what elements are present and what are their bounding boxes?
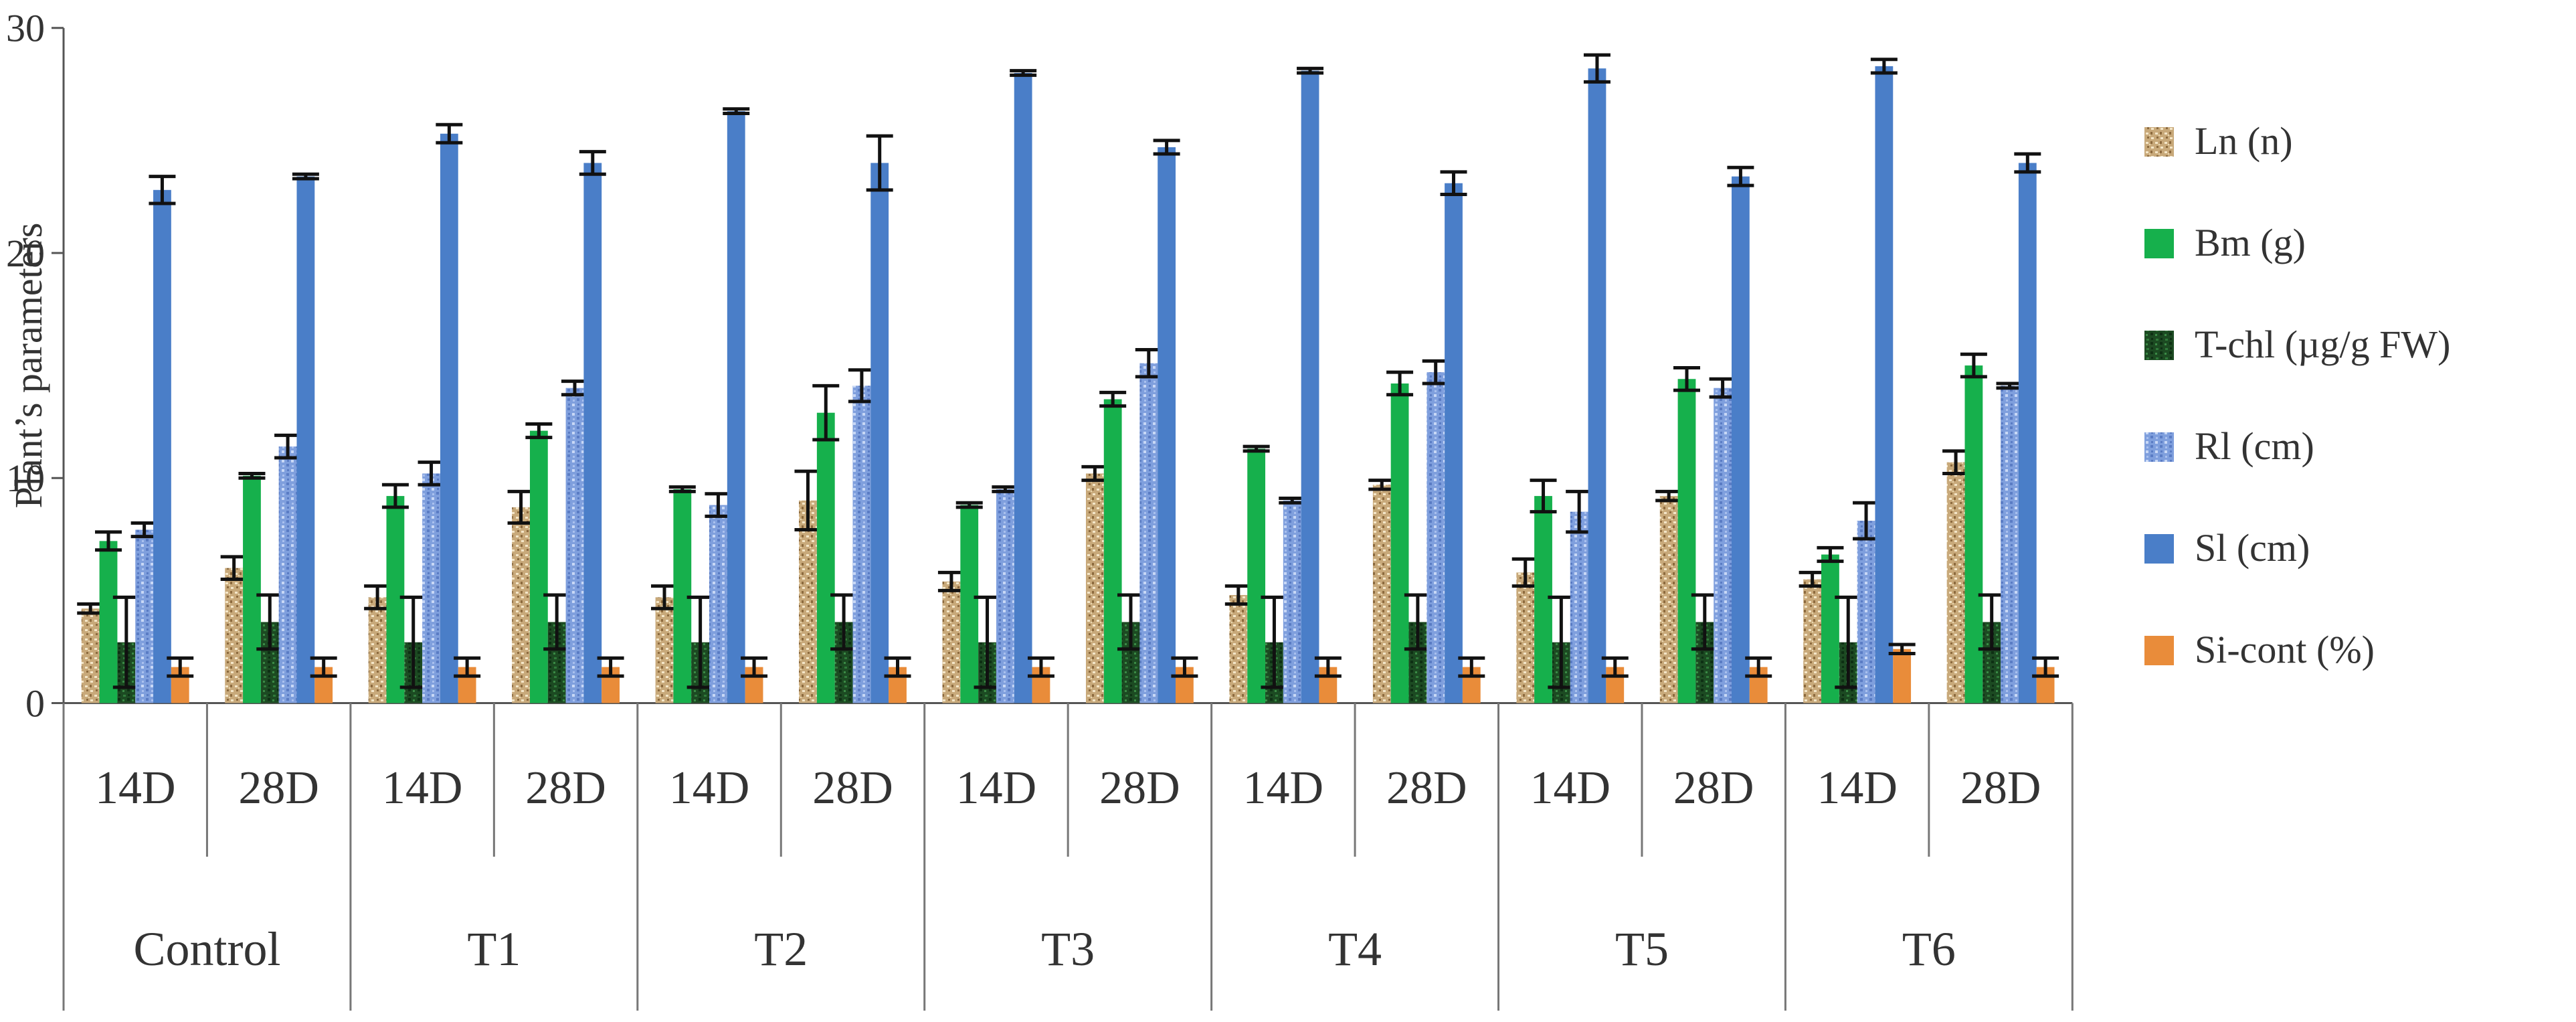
bar-bm [1534,496,1552,703]
legend-swatch [2144,331,2174,360]
period-label: 28D [812,762,893,814]
period-label: 14D [382,762,463,814]
bar-sl [1158,147,1176,703]
group-label: T6 [1902,922,1956,976]
bar-sl [1014,72,1032,703]
period-label: 14D [1817,762,1898,814]
period-label: 28D [238,762,319,814]
bar-rl [1427,372,1445,703]
y-axis-title: Plant’s parameters [7,223,50,509]
y-tick-label: 20 [6,232,45,275]
legend-swatch [2144,534,2174,564]
bar-ln [1229,595,1248,703]
bar-ln [1085,473,1104,703]
bar-bm [1964,365,1983,703]
bar-ln [225,568,244,703]
group-label: T2 [754,922,808,976]
legend-label: T-chl (µg/g FW) [2195,323,2450,366]
bar-sl [1445,183,1463,703]
bar-sl [583,163,602,703]
bar-bm [529,430,548,703]
bar-sl [870,163,889,703]
bar-ln [512,507,530,703]
bar-sl [727,111,745,703]
legend-label: Sl (cm) [2195,526,2310,570]
bar-rl [709,505,727,703]
legend-label: Ln (n) [2195,119,2293,163]
legend-swatch [2144,229,2174,258]
bar-bm [1390,383,1409,703]
period-label: 14D [669,762,750,814]
legend-label: Bm (g) [2195,221,2306,264]
bar-ln [368,597,387,703]
group-label: Control [133,922,280,976]
bar-ln [1516,572,1535,703]
period-label: 14D [95,762,176,814]
group-label: T3 [1041,922,1095,976]
legend-label: Rl (cm) [2195,424,2314,468]
legend-swatch [2144,636,2174,665]
bar-rl [278,446,297,703]
period-label: 28D [1386,762,1467,814]
y-tick-label: 30 [6,7,45,50]
bar-bm [1677,379,1696,703]
bar-bm [960,505,979,703]
bar-ln [655,597,674,703]
bar-bm [386,496,405,703]
bar-rl [1570,511,1588,703]
bar-bm [1247,448,1266,703]
bar-bm [816,412,835,703]
period-label: 14D [1243,762,1324,814]
y-tick-label: 0 [25,681,45,725]
bar-ln [1803,579,1822,703]
bar-rl [422,473,440,703]
bar-si-cont [1893,649,1912,703]
legend-swatch [2144,432,2174,462]
bar-bm [243,475,261,703]
bar-bm [1821,554,1839,703]
bar-sl [1875,66,1894,703]
bar-ln [799,500,817,703]
bar-ln [942,581,961,703]
group-label: T1 [467,922,521,976]
bar-rl [2001,386,2019,703]
bar-sl [1301,70,1319,703]
bar-ln [81,608,100,703]
period-label: 14D [956,762,1037,814]
bar-ln [1372,485,1391,703]
bar-ln [1946,462,1965,703]
bar-rl [1283,500,1301,703]
bar-sl [1732,176,1750,703]
bar-sl [440,133,458,703]
period-label: 28D [1960,762,2041,814]
bar-sl [153,189,171,703]
bar-rl [135,529,154,703]
bar-sl [1588,68,1606,703]
period-label: 28D [525,762,606,814]
bar-sl [296,176,315,703]
period-label: 14D [1530,762,1611,814]
bar-bm [99,541,118,703]
group-label: T5 [1615,922,1669,976]
legend-label: Si-cont (%) [2195,628,2375,671]
bar-ln [1659,496,1678,703]
bar-rl [852,386,871,703]
period-label: 28D [1099,762,1180,814]
group-label: T4 [1328,922,1382,976]
bar-rl [996,489,1014,703]
bar-rl [1714,388,1732,703]
bar-rl [1139,363,1158,703]
y-tick-label: 10 [6,456,45,500]
bar-bm [1103,399,1122,703]
legend-swatch [2144,127,2174,157]
bar-rl [565,388,584,703]
period-label: 28D [1673,762,1754,814]
bar-sl [2018,163,2037,703]
bar-rl [1857,521,1875,703]
